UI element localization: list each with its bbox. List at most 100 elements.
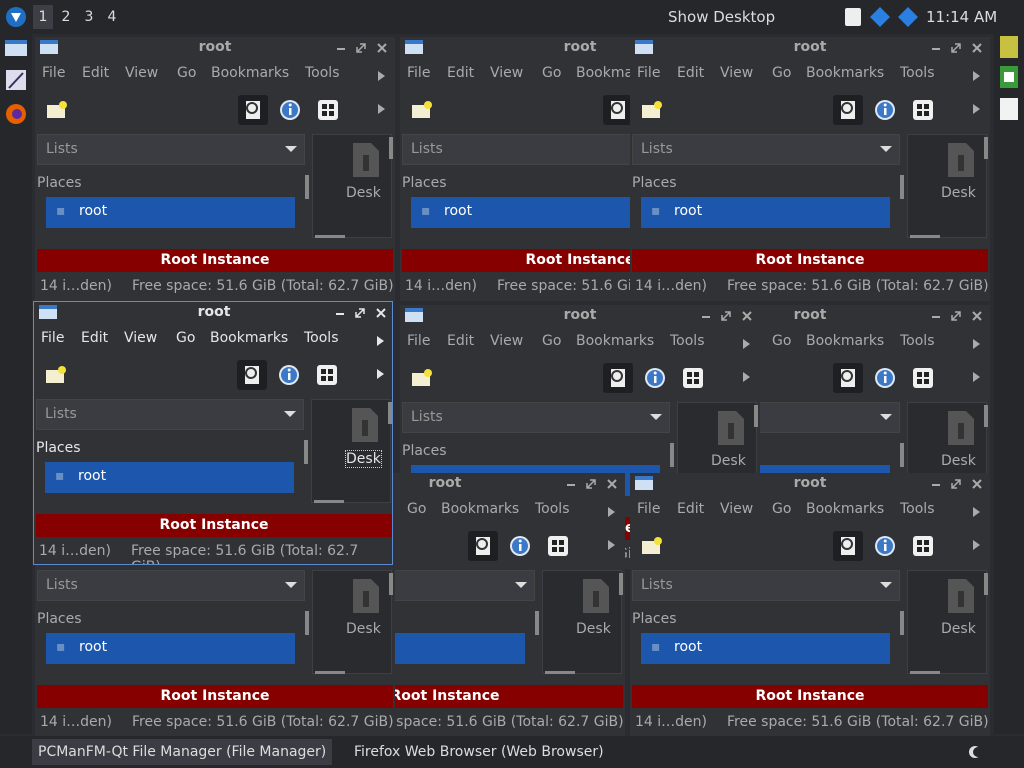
menu-item[interactable]: Bookmarks: [576, 333, 655, 349]
info-button[interactable]: [870, 531, 900, 561]
overflow-arrow[interactable]: [970, 102, 982, 116]
overflow-arrow[interactable]: [740, 337, 752, 351]
file-label[interactable]: Desk: [941, 621, 976, 637]
menu-item[interactable]: Go: [542, 333, 562, 349]
menu-item[interactable]: Go: [772, 65, 792, 81]
title-bar[interactable]: root: [630, 473, 990, 495]
menu-item[interactable]: Tools: [900, 501, 935, 517]
place-item[interactable]: ▪root: [46, 633, 295, 664]
menu-item[interactable]: View: [490, 333, 524, 349]
view-button[interactable]: [543, 531, 573, 561]
dock-icons[interactable]: [998, 36, 1020, 126]
overflow-arrow[interactable]: [970, 69, 982, 83]
new-folder-button[interactable]: [410, 99, 434, 121]
title-bar[interactable]: root: [630, 37, 990, 59]
menu-item[interactable]: Tools: [900, 333, 935, 349]
menu-item[interactable]: Go: [177, 65, 197, 81]
workspace-button[interactable]: 3: [84, 9, 94, 25]
menu-item[interactable]: Bookmarks: [211, 65, 290, 81]
menu-item[interactable]: Tools: [304, 330, 339, 346]
menu-item[interactable]: Go: [407, 501, 427, 517]
info-button[interactable]: [505, 531, 535, 561]
file-manager-window[interactable]: root File Edit View Go Bookmarks Tools Lists Pl…: [630, 473, 990, 737]
info-button[interactable]: [640, 363, 670, 393]
menu-item[interactable]: Tools: [900, 65, 935, 81]
view-button[interactable]: [312, 360, 342, 390]
file-manager-window[interactable]: root File Edit View Go Bookmarks Tools Lists Pl…: [35, 37, 395, 301]
new-folder-button[interactable]: [44, 364, 68, 386]
menu-item[interactable]: Go: [176, 330, 196, 346]
title-bar[interactable]: root: [400, 305, 760, 327]
file-manager-window[interactable]: root File Edit View Go Bookmarks Tools Lists Pl…: [630, 37, 990, 301]
window-controls[interactable]: [928, 309, 986, 323]
info-button[interactable]: [870, 363, 900, 393]
menu-item[interactable]: File: [637, 65, 661, 81]
window-controls[interactable]: [928, 477, 986, 491]
menu-item[interactable]: View: [720, 501, 754, 517]
workspace-button[interactable]: 1: [33, 5, 53, 29]
menu-item[interactable]: Bookmarks: [806, 65, 885, 81]
side-pane-combo[interactable]: Lists: [632, 570, 900, 601]
view-button[interactable]: [908, 363, 938, 393]
menu-item[interactable]: View: [490, 65, 524, 81]
menu-item[interactable]: Edit: [82, 65, 110, 81]
side-pane-combo[interactable]: Lists: [37, 134, 305, 165]
file-label[interactable]: Desk: [711, 453, 746, 469]
overflow-arrow[interactable]: [605, 538, 617, 552]
show-desktop[interactable]: Show Desktop: [668, 8, 776, 26]
window-controls[interactable]: [333, 41, 391, 55]
search-button[interactable]: [468, 531, 498, 561]
menu-item[interactable]: File: [42, 65, 66, 81]
search-button[interactable]: [833, 95, 863, 125]
side-pane-combo[interactable]: Lists: [36, 399, 304, 430]
menu-item[interactable]: Bookmarks: [806, 501, 885, 517]
file-label[interactable]: Desk: [346, 621, 381, 637]
menu-item[interactable]: Edit: [677, 65, 705, 81]
window-controls[interactable]: [563, 477, 621, 491]
search-button[interactable]: [603, 95, 633, 125]
view-button[interactable]: [313, 95, 343, 125]
overflow-arrow[interactable]: [970, 505, 982, 519]
file-manager-window[interactable]: root File Edit View Go Bookmarks Tools Lists Pl…: [33, 301, 393, 565]
workspace-button[interactable]: 2: [61, 9, 71, 25]
view-button[interactable]: [908, 95, 938, 125]
dock-icons[interactable]: [5, 40, 27, 140]
search-button[interactable]: [833, 363, 863, 393]
overflow-arrow[interactable]: [970, 538, 982, 552]
side-pane-combo[interactable]: Lists: [402, 402, 670, 433]
info-button[interactable]: [274, 360, 304, 390]
menu-item[interactable]: View: [720, 65, 754, 81]
menu-item[interactable]: Go: [772, 501, 792, 517]
menu-item[interactable]: Edit: [81, 330, 109, 346]
file-label[interactable]: Desk: [941, 453, 976, 469]
info-button[interactable]: [275, 95, 305, 125]
menu-item[interactable]: File: [407, 65, 431, 81]
menu-item[interactable]: Go: [772, 333, 792, 349]
menu-item[interactable]: File: [41, 330, 65, 346]
view-button[interactable]: [678, 363, 708, 393]
menu-item[interactable]: Tools: [670, 333, 705, 349]
overflow-arrow[interactable]: [740, 370, 752, 384]
menu-item[interactable]: Tools: [305, 65, 340, 81]
menu-item[interactable]: Edit: [447, 333, 475, 349]
file-label[interactable]: Desk: [345, 450, 382, 468]
side-pane-combo[interactable]: Lists: [402, 134, 670, 165]
menu-item[interactable]: Bookmarks: [441, 501, 520, 517]
info-button[interactable]: [870, 95, 900, 125]
menu-item[interactable]: Tools: [535, 501, 570, 517]
new-folder-button[interactable]: [640, 535, 664, 557]
menu-item[interactable]: Edit: [677, 501, 705, 517]
menu-item[interactable]: Bookmarks: [806, 333, 885, 349]
menu-item[interactable]: View: [125, 65, 159, 81]
menu-item[interactable]: Bookmarks: [210, 330, 289, 346]
menu-item[interactable]: Go: [542, 65, 562, 81]
menu-item[interactable]: View: [124, 330, 158, 346]
side-pane-combo[interactable]: Lists: [632, 134, 900, 165]
clock[interactable]: 11:14 AM: [926, 8, 998, 26]
file-label[interactable]: Desk: [576, 621, 611, 637]
menu-item[interactable]: File: [637, 501, 661, 517]
overflow-arrow[interactable]: [605, 505, 617, 519]
search-button[interactable]: [833, 531, 863, 561]
menu-item[interactable]: File: [407, 333, 431, 349]
window-controls[interactable]: [928, 41, 986, 55]
